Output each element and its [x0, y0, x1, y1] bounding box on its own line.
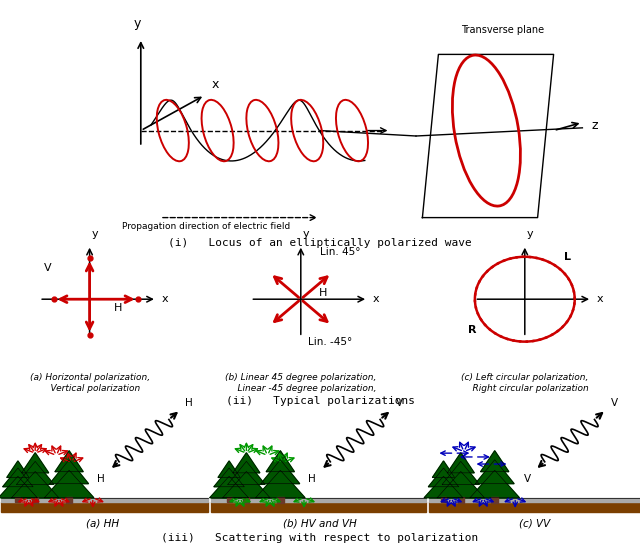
Polygon shape [266, 451, 294, 472]
Text: (b) HV and VH: (b) HV and VH [283, 519, 357, 529]
Polygon shape [22, 453, 49, 473]
Text: x: x [162, 294, 168, 304]
Text: Transverse plane: Transverse plane [461, 24, 544, 35]
Text: (c) Left circular polarization,: (c) Left circular polarization, [461, 373, 589, 382]
Polygon shape [50, 460, 88, 484]
Text: H: H [114, 303, 122, 313]
Polygon shape [429, 498, 640, 502]
Text: y: y [303, 230, 309, 239]
Polygon shape [442, 461, 479, 484]
Polygon shape [1, 498, 208, 502]
Polygon shape [481, 451, 509, 472]
Polygon shape [211, 502, 426, 512]
Text: (b) Linear 45 degree polarization,: (b) Linear 45 degree polarization, [225, 373, 376, 382]
Polygon shape [1, 502, 208, 512]
Text: V: V [524, 474, 531, 484]
Polygon shape [44, 470, 94, 498]
Polygon shape [492, 497, 498, 503]
Polygon shape [255, 470, 305, 498]
Polygon shape [261, 460, 300, 484]
Text: y: y [134, 17, 141, 30]
Polygon shape [228, 461, 265, 484]
Text: (i)   Locus of an elliptically polarized wave: (i) Locus of an elliptically polarized w… [168, 238, 472, 248]
Text: (a) Horizontal polarization,: (a) Horizontal polarization, [29, 373, 150, 382]
Text: (iii)   Scattering with respect to polarization: (iii) Scattering with respect to polariz… [161, 533, 479, 543]
Polygon shape [218, 461, 240, 478]
Polygon shape [211, 498, 426, 502]
Polygon shape [17, 461, 54, 484]
Polygon shape [433, 461, 454, 478]
Polygon shape [15, 497, 20, 502]
Polygon shape [223, 472, 270, 498]
Text: y: y [92, 230, 98, 239]
Polygon shape [227, 497, 232, 502]
Text: y: y [527, 230, 533, 239]
Text: L: L [564, 252, 572, 262]
Polygon shape [32, 497, 38, 503]
Text: Propagation direction of electric field: Propagation direction of electric field [122, 222, 290, 231]
Polygon shape [470, 470, 520, 498]
Text: (c) VV: (c) VV [519, 519, 550, 529]
Polygon shape [476, 460, 514, 484]
Polygon shape [210, 476, 248, 498]
Polygon shape [12, 472, 59, 498]
Polygon shape [7, 461, 29, 478]
Polygon shape [277, 497, 284, 503]
Text: Linear -45 degree polarization,: Linear -45 degree polarization, [225, 384, 376, 393]
Text: (ii)   Typical polarizations: (ii) Typical polarizations [225, 397, 415, 406]
Polygon shape [233, 453, 260, 473]
Text: x: x [211, 78, 219, 91]
Polygon shape [243, 497, 250, 503]
Text: (a) HH: (a) HH [86, 519, 119, 529]
Text: z: z [592, 119, 598, 132]
Polygon shape [3, 468, 33, 487]
Text: Vertical polarization: Vertical polarization [39, 384, 140, 393]
Text: H: H [308, 474, 316, 484]
Text: V: V [396, 398, 403, 407]
Text: x: x [597, 294, 604, 304]
Text: Right circular polarization: Right circular polarization [461, 384, 589, 393]
Text: V: V [611, 398, 618, 407]
Polygon shape [441, 497, 446, 502]
Text: x: x [373, 294, 380, 304]
Polygon shape [66, 497, 72, 503]
Polygon shape [437, 472, 484, 498]
Text: R: R [468, 325, 477, 335]
Text: Lin. 45°: Lin. 45° [320, 246, 360, 257]
Polygon shape [429, 502, 640, 512]
Polygon shape [428, 468, 459, 487]
Text: H: H [185, 398, 193, 407]
Polygon shape [55, 451, 83, 472]
Polygon shape [424, 476, 463, 498]
Polygon shape [458, 497, 464, 503]
Text: H: H [97, 474, 105, 484]
Polygon shape [214, 468, 244, 487]
Text: H: H [319, 288, 327, 299]
Polygon shape [0, 476, 37, 498]
Text: Lin. -45°: Lin. -45° [308, 337, 353, 348]
Polygon shape [447, 453, 474, 473]
Text: V: V [44, 263, 51, 273]
